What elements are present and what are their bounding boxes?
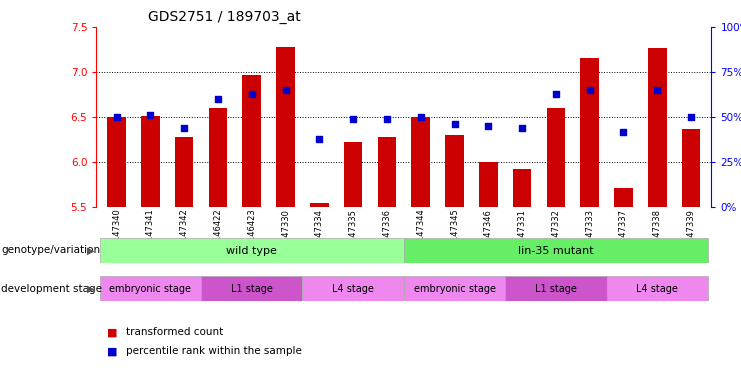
Text: L1 stage: L1 stage	[535, 284, 576, 294]
Bar	[479, 162, 498, 207]
Text: ▶: ▶	[87, 284, 95, 294]
Text: transformed count: transformed count	[126, 327, 223, 337]
Point	[482, 123, 494, 129]
Point	[110, 114, 122, 120]
Bar	[302, 276, 404, 301]
Bar	[547, 108, 565, 207]
Text: GDS2751 / 189703_at: GDS2751 / 189703_at	[148, 10, 301, 23]
Bar	[404, 276, 505, 301]
Point	[617, 129, 629, 135]
Bar	[310, 203, 329, 207]
Bar	[682, 129, 700, 207]
Text: development stage: development stage	[1, 284, 102, 294]
Text: lin-35 mutant: lin-35 mutant	[518, 245, 594, 256]
Bar	[107, 117, 126, 207]
Bar	[100, 238, 404, 263]
Point	[348, 116, 359, 122]
Point	[381, 116, 393, 122]
Point	[651, 87, 663, 93]
Bar	[344, 142, 362, 207]
Bar	[411, 117, 430, 207]
Bar	[607, 276, 708, 301]
Point	[246, 91, 258, 97]
Text: ■: ■	[107, 346, 118, 356]
Text: embryonic stage: embryonic stage	[413, 284, 496, 294]
Point	[279, 87, 291, 93]
Text: L1 stage: L1 stage	[231, 284, 273, 294]
Bar	[276, 47, 295, 207]
Point	[448, 121, 460, 127]
Bar	[614, 187, 633, 207]
Point	[313, 136, 325, 142]
Point	[685, 114, 697, 120]
Point	[212, 96, 224, 102]
Point	[550, 91, 562, 97]
Text: genotype/variation: genotype/variation	[1, 245, 101, 255]
Text: percentile rank within the sample: percentile rank within the sample	[126, 346, 302, 356]
Bar	[513, 169, 531, 207]
Text: ▶: ▶	[87, 245, 95, 255]
Point	[415, 114, 427, 120]
Text: ■: ■	[107, 327, 118, 337]
Bar	[404, 238, 708, 263]
Text: L4 stage: L4 stage	[332, 284, 374, 294]
Bar	[201, 276, 302, 301]
Point	[179, 125, 190, 131]
Bar	[209, 108, 227, 207]
Point	[584, 87, 596, 93]
Point	[144, 112, 156, 118]
Bar	[445, 135, 464, 207]
Text: wild type: wild type	[226, 245, 277, 256]
Bar	[175, 137, 193, 207]
Text: embryonic stage: embryonic stage	[110, 284, 191, 294]
Text: L4 stage: L4 stage	[637, 284, 678, 294]
Bar	[580, 58, 599, 207]
Point	[516, 125, 528, 131]
Bar	[648, 48, 667, 207]
Bar	[378, 137, 396, 207]
Bar	[505, 276, 607, 301]
Bar	[100, 276, 201, 301]
Bar	[141, 116, 160, 207]
Bar	[242, 75, 261, 207]
